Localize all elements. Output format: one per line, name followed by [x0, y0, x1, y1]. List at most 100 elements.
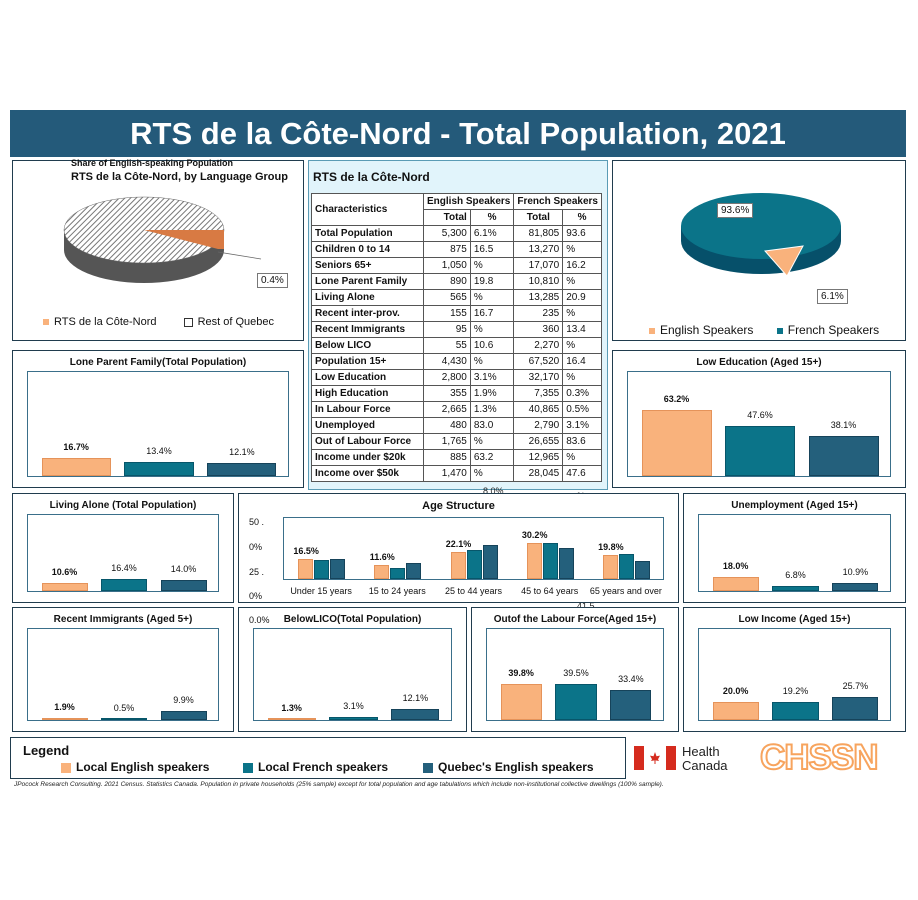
legend-swatch-quebec: [423, 762, 433, 773]
table-cell-row-label: Recent inter-prov.: [311, 305, 424, 322]
table-cell-fr-total: 235: [513, 305, 564, 322]
table-row: Unemployed 480 83.0 2,790 3.1%: [311, 417, 602, 434]
table-row: Total Population 5,300 6.1% 81,805 93.6: [311, 225, 602, 242]
plot-area: 39.8% 39.5% 33.4%: [486, 628, 664, 721]
age-bar-english: [298, 559, 314, 579]
table-cell-fr-pct: %: [562, 305, 602, 322]
table-cell-row-label: Living Alone: [311, 289, 424, 306]
bar-value-label: 25.7%: [842, 680, 869, 691]
bar-value-label: 16.4%: [111, 562, 137, 573]
chart-title: Living Alone (Total Population): [49, 500, 197, 511]
table-cell-fr-pct: %: [562, 369, 602, 386]
table-cell-fr-pct: 16.4: [562, 353, 602, 370]
age-bar-english: [526, 542, 542, 579]
table-cell-eng-total: 885: [423, 449, 471, 466]
chart-living-alone: Living Alone (Total Population) 10.6% 16.4…: [12, 493, 234, 603]
table-fr-pct-header: %: [562, 209, 602, 226]
lang-pie-french-slice: [681, 193, 841, 259]
age-bar-french: [618, 553, 634, 579]
table-cell-fr-total: 12,965: [513, 449, 564, 466]
table-row: Below LICO 55 10.6 2,270%: [311, 337, 602, 354]
bar-french: [101, 718, 147, 720]
chart-title: BelowLICO(Total Population): [283, 614, 422, 625]
health-canada-text: Health Canada: [682, 745, 728, 773]
chart-low-education: Low Education (Aged 15+) 63.2% 47.6% 38.1%: [612, 350, 906, 488]
table-cell-fr-total: 17,070: [513, 257, 564, 274]
table-cell-row-label: Lone Parent Family: [311, 273, 424, 290]
legend-swatch-local-french: [243, 762, 253, 773]
table-cell-row-label: High Education: [311, 385, 424, 402]
table-cell-eng-pct: 1.3%: [469, 401, 515, 418]
table-cell-eng-pct: %: [469, 321, 515, 338]
table-cell-eng-pct: 1.9%: [469, 385, 515, 402]
bar-value-label: 0.5%: [113, 703, 135, 713]
table-cell-fr-total: 360: [513, 321, 564, 338]
table-cell-eng-total: 2,665: [423, 401, 471, 418]
age-axis-tick-0: 50 .: [249, 517, 265, 527]
table-cell-eng-pct: 63.2: [469, 449, 515, 466]
stats-table-body: Total Population 5,300 6.1% 81,805 93.6 Child…: [311, 225, 602, 482]
table-cell-fr-total: 2,270: [513, 337, 564, 354]
plot-area: 16.7% 13.4% 12.1%: [27, 371, 289, 477]
bar-english: [712, 701, 759, 720]
legend-swatch-local-english: [61, 762, 71, 773]
bar-quebec: [160, 710, 207, 720]
legend-item-french: Local French speakers: [243, 760, 388, 774]
bar-value-label: 14.0%: [170, 564, 197, 575]
table-fr-total-header: Total: [513, 209, 564, 226]
table-cell-eng-pct: %: [469, 257, 515, 274]
age-axis-tick-1: 0%: [249, 542, 263, 552]
age-bar-quebec: [330, 559, 346, 579]
age-axis-tick-2: 25 .: [249, 567, 265, 577]
lang-pie-legend: English Speakers French Speakers: [649, 323, 909, 337]
table-cell-fr-pct: 0.3%: [562, 385, 602, 402]
bar-french: [555, 683, 597, 720]
share-legend-rest: Rest of Quebec: [197, 316, 275, 328]
stats-table: Characteristics English Speakers French …: [311, 193, 602, 482]
bar-value-label: 16.7%: [63, 442, 89, 453]
table-region-title: RTS de la Côte-Nord: [313, 170, 430, 184]
table-eng-total-header: Total: [423, 209, 471, 226]
bar-english: [641, 409, 712, 476]
table-cell-eng-pct: 6.1%: [469, 225, 515, 242]
bar-value-label: 13.4%: [146, 445, 172, 456]
health-canada-logo: Health Canada: [634, 742, 744, 774]
lang-pie-label-english: 6.1%: [817, 289, 848, 304]
table-cell-fr-total: 28,045: [513, 465, 564, 482]
bar-value-label: 3.1%: [343, 701, 364, 712]
table-overflow-text: 41.5: [577, 601, 595, 611]
table-cell-fr-total: 81,805: [513, 225, 564, 242]
bar-value-label: 20.0%: [722, 685, 749, 696]
age-bar-french: [542, 543, 558, 579]
table-cell-fr-total: 7,355: [513, 385, 564, 402]
bar-quebec: [832, 582, 879, 591]
table-row: High Education 355 1.9% 7,355 0.3%: [311, 385, 602, 402]
legend-swatch-english: [649, 327, 655, 334]
table-cell-fr-pct: 20.9: [562, 289, 602, 306]
bar-english: [267, 718, 316, 720]
table-cell-fr-total: 13,270: [513, 241, 564, 258]
lang-pie-panel: 93.6% 6.1% English Speakers French Speak…: [612, 160, 906, 341]
table-cell-row-label: Children 0 to 14: [311, 241, 424, 258]
table-cell-fr-pct: 16.2: [562, 257, 602, 274]
legend-title: Legend: [23, 743, 70, 758]
bar-value-label: 6.8%: [785, 569, 806, 580]
health-canada-line2: Canada: [682, 758, 728, 773]
table-cell-row-label: Income over $50k: [311, 465, 424, 482]
table-fr-header: French Speakers: [513, 193, 602, 210]
table-eng-pct-header: %: [469, 209, 515, 226]
plot-area: 10.6% 16.4% 14.0%: [27, 514, 219, 592]
lang-pie: [681, 193, 841, 277]
table-cell-eng-total: 1,050: [423, 257, 471, 274]
table-cell-fr-pct: 83.6: [562, 433, 602, 450]
table-row: Lone Parent Family 890 19.8 10,810%: [311, 273, 602, 290]
share-heading: Share of English-speaking Population: [71, 158, 234, 168]
chart-title: Low Income (Aged 15+): [738, 614, 851, 625]
table-cell-eng-total: 1,765: [423, 433, 471, 450]
chssn-logo: CHSSN: [759, 737, 880, 778]
table-cell-row-label: Seniors 65+: [311, 257, 424, 274]
table-row: Seniors 65+ 1,050% 17,070 16.2: [311, 257, 602, 274]
age-bar-quebec: [634, 561, 650, 579]
table-cell-eng-pct: 3.1%: [469, 369, 515, 386]
bar-quebec: [160, 580, 207, 591]
